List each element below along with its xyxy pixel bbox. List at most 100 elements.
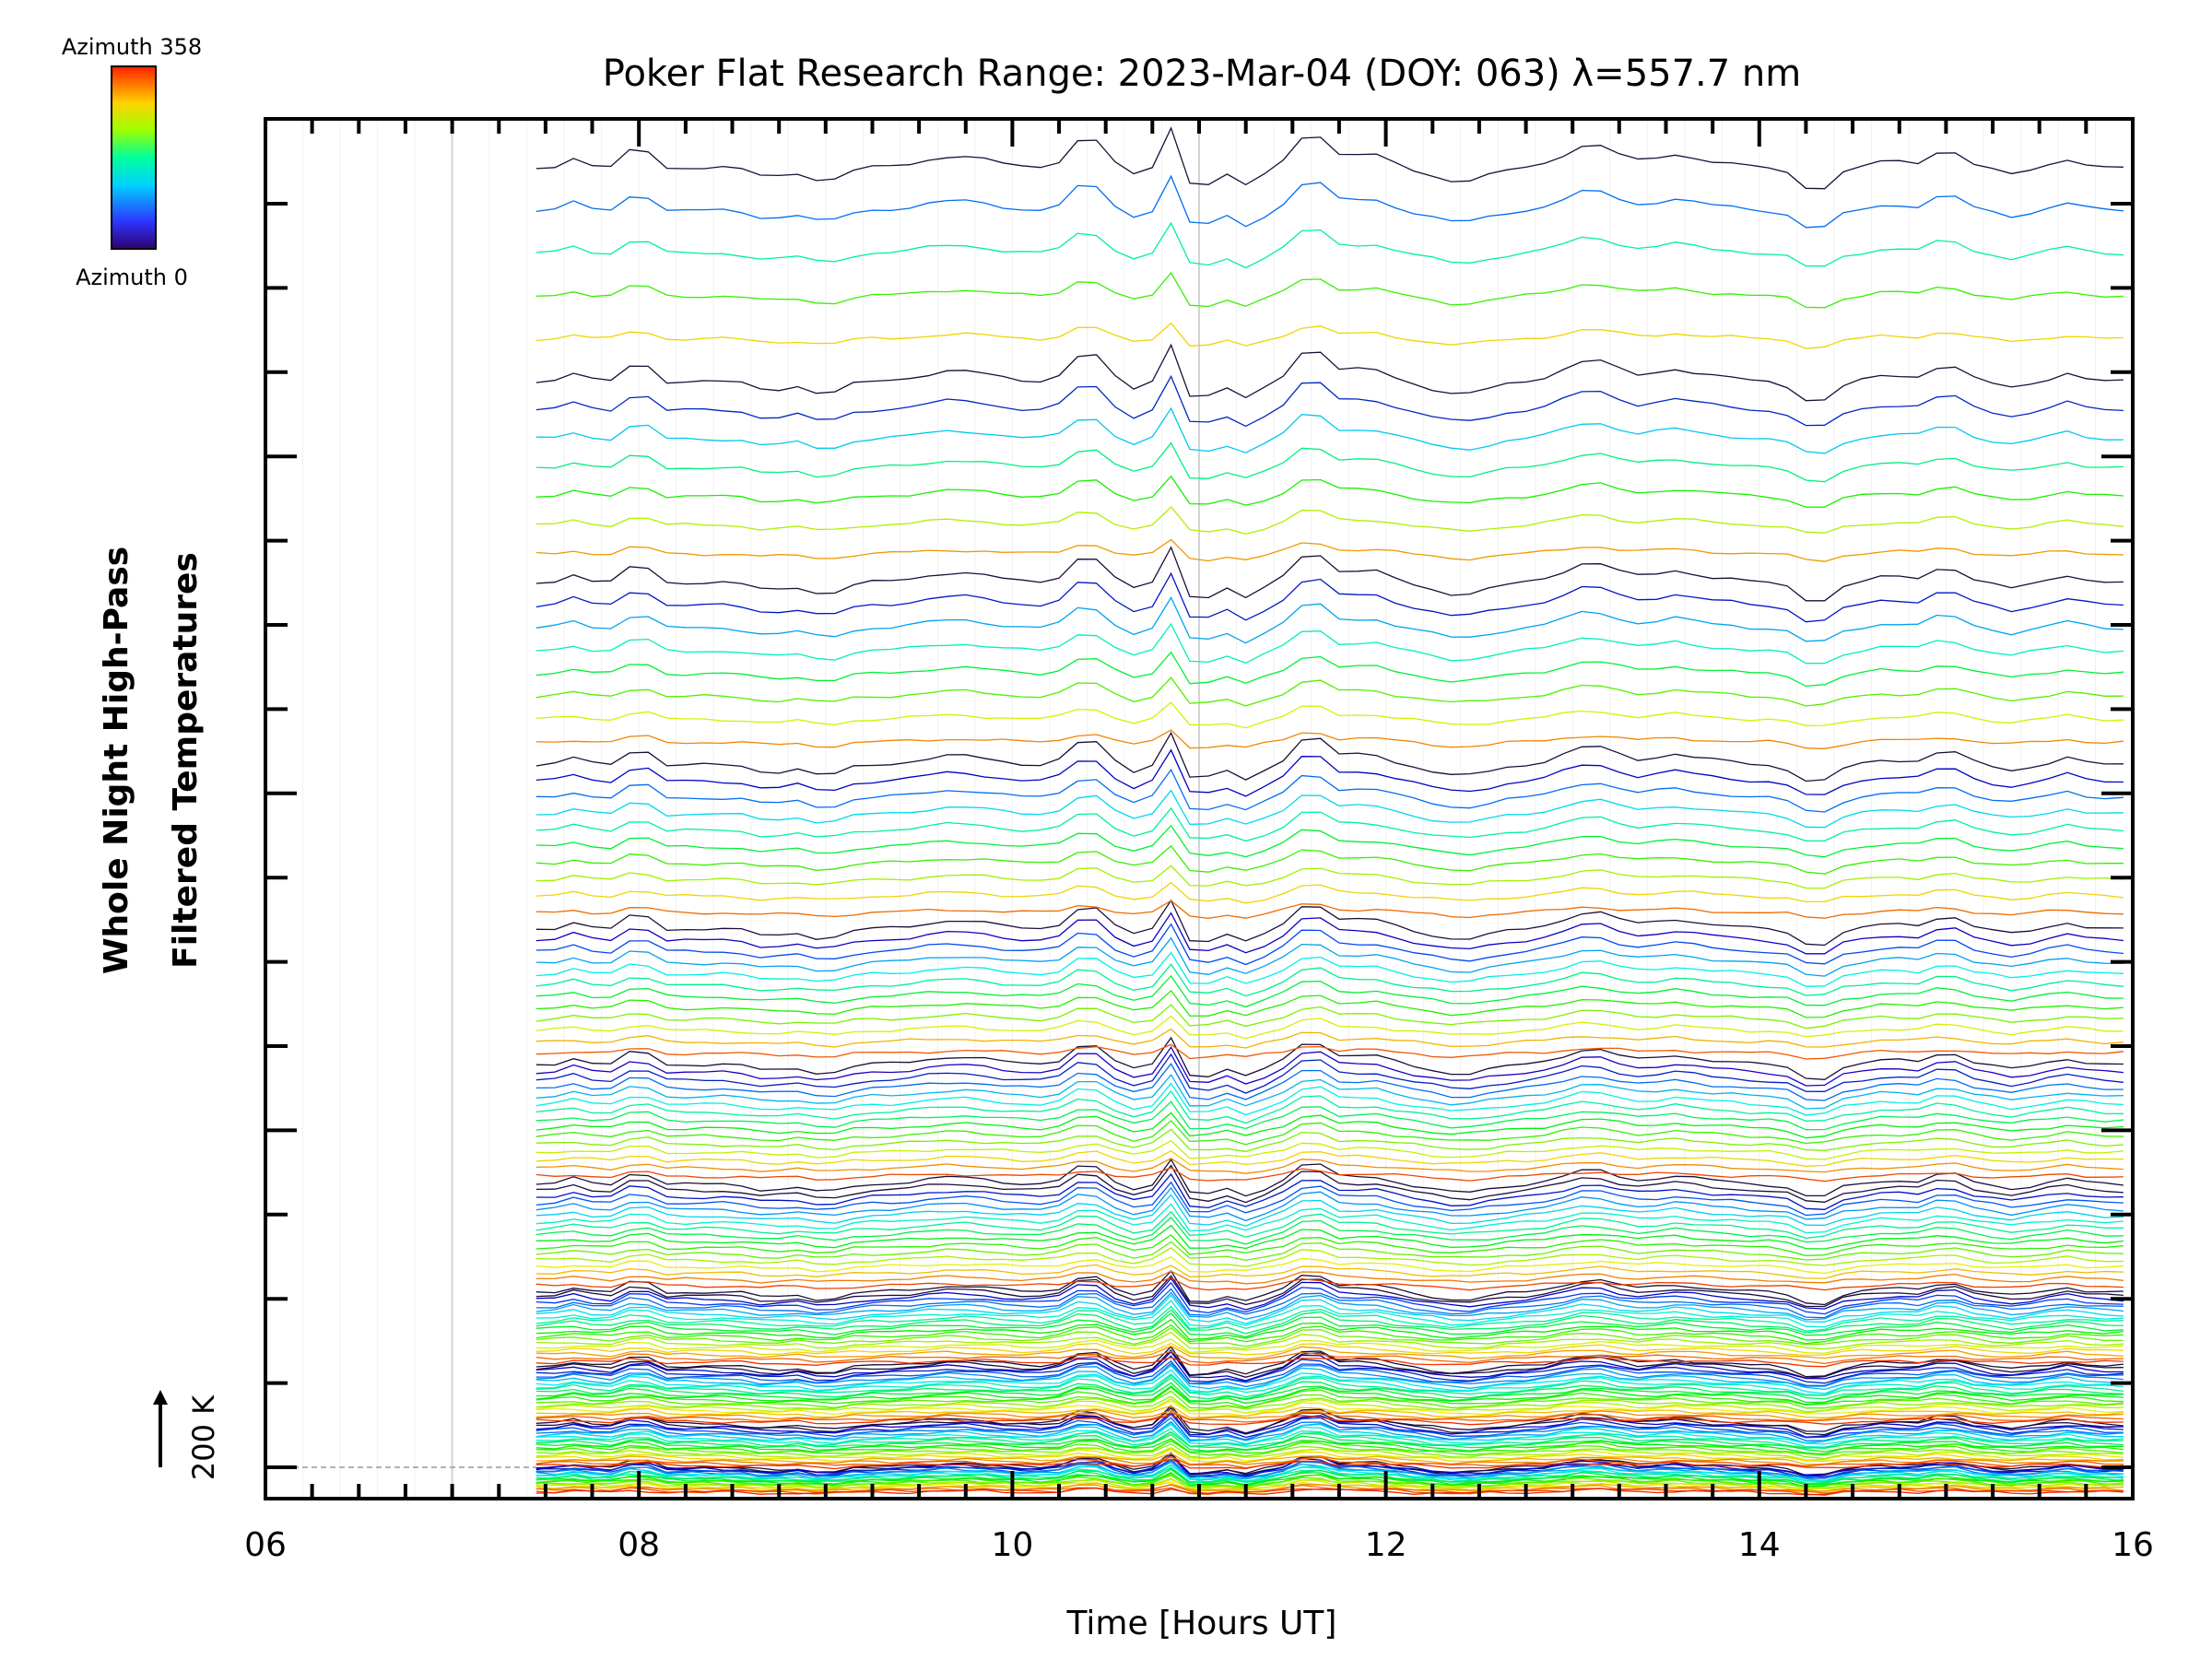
temperature-trace bbox=[535, 1369, 2124, 1394]
temperature-trace bbox=[535, 1326, 2124, 1347]
temperature-trace bbox=[535, 271, 2124, 309]
temperature-trace bbox=[535, 1167, 2124, 1182]
temperature-trace bbox=[535, 596, 2124, 644]
temperature-trace bbox=[535, 1158, 2124, 1197]
temperature-trace bbox=[535, 1112, 2124, 1139]
scale-bar-label: 200 K bbox=[186, 1394, 221, 1480]
temperature-trace bbox=[535, 1043, 2124, 1060]
temperature-trace bbox=[535, 963, 2124, 997]
temperature-trace bbox=[535, 923, 2124, 966]
temperature-trace bbox=[535, 1210, 2124, 1240]
temperature-trace bbox=[535, 1364, 2124, 1391]
x-tick-label: 16 bbox=[2112, 1526, 2154, 1564]
temperature-trace bbox=[535, 912, 2124, 955]
temperature-trace bbox=[535, 1164, 2124, 1204]
y-axis-label-line1: Whole Night High-Pass bbox=[98, 547, 135, 974]
temperature-trace bbox=[535, 974, 2124, 1008]
temperature-trace bbox=[535, 1345, 2124, 1360]
temperature-trace bbox=[535, 1487, 2124, 1496]
temperature-trace bbox=[535, 1264, 2124, 1279]
temperature-trace bbox=[535, 1338, 2124, 1354]
temperature-trace bbox=[535, 1362, 2124, 1388]
temperature-trace bbox=[535, 174, 2124, 229]
plot-frame bbox=[264, 117, 2135, 1500]
temperature-trace bbox=[535, 1281, 2124, 1315]
temperature-trace bbox=[535, 1421, 2124, 1445]
scale-bar: 200 K bbox=[153, 1390, 221, 1480]
temperature-trace bbox=[535, 1203, 2124, 1234]
temperature-trace bbox=[535, 1194, 2124, 1227]
temperature-trace bbox=[535, 1004, 2124, 1030]
temperature-trace bbox=[535, 1405, 2124, 1418]
temperature-trace bbox=[535, 865, 2124, 889]
temperature-trace bbox=[535, 1172, 2124, 1210]
temperature-trace bbox=[535, 881, 2124, 904]
temperature-trace bbox=[535, 1350, 2124, 1382]
temperature-trace bbox=[535, 1458, 2124, 1470]
temperature-trace bbox=[535, 1036, 2124, 1080]
temperature-trace bbox=[535, 1324, 2124, 1345]
temperature-trace bbox=[535, 677, 2124, 707]
temperature-trace bbox=[535, 374, 2124, 428]
scale-bar-arrow-head bbox=[153, 1390, 168, 1405]
temperature-trace bbox=[535, 1241, 2124, 1262]
temperature-trace bbox=[535, 1350, 2124, 1365]
temperature-trace bbox=[535, 844, 2124, 875]
temperature-trace bbox=[535, 1386, 2124, 1408]
x-tick-label: 08 bbox=[618, 1526, 660, 1564]
y-axis-label-line2: Filtered Temperatures bbox=[167, 552, 205, 969]
temperature-trace bbox=[535, 1291, 2124, 1321]
temperature-trace bbox=[535, 1447, 2124, 1462]
temperature-trace bbox=[535, 1309, 2124, 1335]
temperature-trace bbox=[535, 1473, 2124, 1488]
temperature-trace bbox=[535, 506, 2124, 535]
temperature-trace bbox=[535, 1082, 2124, 1116]
temperature-trace bbox=[535, 1318, 2124, 1341]
colorbar bbox=[111, 65, 157, 250]
temperature-trace bbox=[535, 768, 2124, 813]
temperature-trace bbox=[535, 622, 2124, 665]
temperature-trace bbox=[535, 1405, 2124, 1434]
temperature-trace bbox=[535, 900, 2124, 920]
temperature-trace bbox=[535, 1348, 2124, 1379]
temperature-trace bbox=[535, 1277, 2124, 1311]
temperature-trace bbox=[535, 1305, 2124, 1332]
temperature-trace bbox=[535, 406, 2124, 454]
temperature-trace bbox=[535, 1063, 2124, 1101]
temperature-trace bbox=[535, 1074, 2124, 1110]
temperature-trace bbox=[535, 221, 2124, 269]
temperature-trace bbox=[535, 1045, 2124, 1087]
temperature-trace bbox=[535, 322, 2124, 349]
temperature-lines bbox=[535, 126, 2124, 1497]
x-axis-label: Time [Hours UT] bbox=[1066, 1605, 1337, 1642]
temperature-trace bbox=[535, 1382, 2124, 1404]
temperature-trace bbox=[535, 1414, 2124, 1426]
grid-lines bbox=[302, 119, 2096, 1499]
temperature-trace bbox=[535, 1342, 2124, 1357]
temperature-trace bbox=[535, 1158, 2124, 1174]
colorbar-top-label: Azimuth 358 bbox=[62, 34, 202, 60]
temperature-trace bbox=[535, 1294, 2124, 1324]
temperature-trace bbox=[535, 1456, 2124, 1469]
temperature-trace bbox=[535, 1139, 2124, 1160]
temperature-trace bbox=[535, 1440, 2124, 1457]
chart-title: Poker Flat Research Range: 2023-Mar-04 (… bbox=[603, 53, 1801, 95]
temperature-trace bbox=[535, 1390, 2124, 1409]
temperature-trace bbox=[535, 1411, 2124, 1423]
temperature-trace bbox=[535, 748, 2124, 797]
temperature-trace bbox=[535, 899, 2124, 947]
temperature-trace bbox=[535, 1356, 2124, 1368]
temperature-trace bbox=[535, 475, 2124, 508]
temperature-trace bbox=[535, 1440, 2124, 1454]
temperature-trace bbox=[535, 1247, 2124, 1267]
temperature-trace bbox=[535, 1275, 2124, 1308]
temperature-trace bbox=[535, 1186, 2124, 1222]
temperature-trace bbox=[535, 1100, 2124, 1131]
temperature-trace bbox=[535, 1089, 2124, 1124]
temperature-trace bbox=[535, 1355, 2124, 1384]
temperature-trace bbox=[535, 731, 2124, 782]
temperature-trace bbox=[535, 1120, 2124, 1146]
temperature-trace bbox=[535, 1312, 2124, 1338]
temperature-trace bbox=[535, 1270, 2124, 1285]
